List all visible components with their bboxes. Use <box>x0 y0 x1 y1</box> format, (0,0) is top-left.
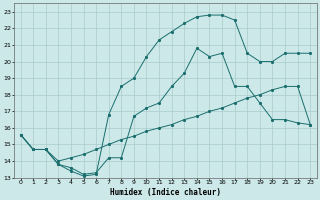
X-axis label: Humidex (Indice chaleur): Humidex (Indice chaleur) <box>110 188 221 197</box>
